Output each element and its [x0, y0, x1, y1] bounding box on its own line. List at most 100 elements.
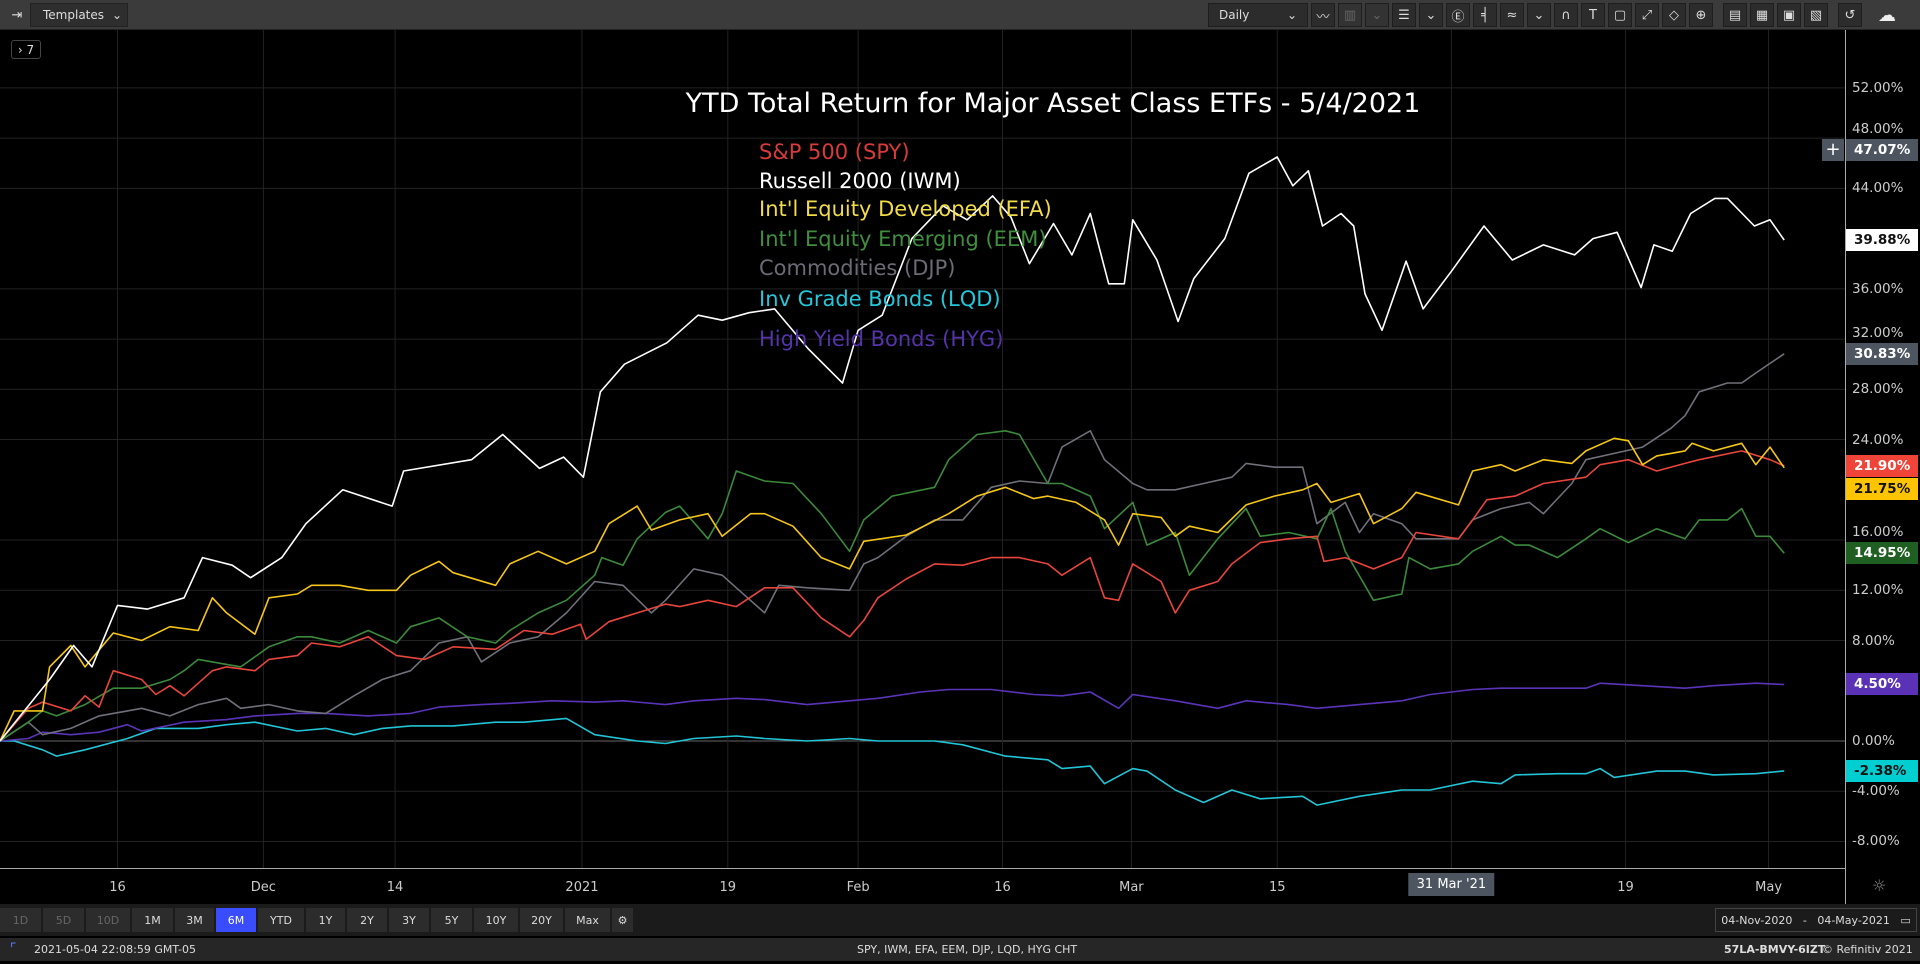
status-bar: ⌜ 2021-05-04 22:08:59 GMT-05 SPY, IWM, E…: [0, 938, 1920, 961]
x-tick-label: May: [1755, 880, 1783, 895]
series-line-eem: [0, 429, 1785, 742]
text-icon[interactable]: T: [1581, 3, 1605, 27]
chart-plot[interactable]: [0, 30, 1920, 868]
range-button-ytd[interactable]: YTD: [258, 908, 305, 932]
magnet-icon[interactable]: ∩: [1554, 3, 1578, 27]
last-value-tag: 39.88%: [1846, 229, 1918, 252]
series-line-lqd: [0, 717, 1785, 806]
chart-tools: Daily ⌄ 〰 ▥ ⌄ ☰ ⌄ Ⓔ ╡ ≈ ⌄ ∩ T ▢ ⤢ ◇ ⊕ ▤ ▦…: [1208, 3, 1909, 27]
event-icon[interactable]: Ⓔ: [1446, 3, 1470, 27]
y-tick-label: 12.00%: [1852, 582, 1904, 599]
interval-dropdown[interactable]: Daily ⌄: [1208, 3, 1308, 27]
templates-label: Templates: [43, 8, 105, 22]
range-bar: 1D 5D 10D 1M 3M 6M YTD 1Y 2Y 3Y 5Y 10Y 20Y Max ⚙ 04-N…: [0, 904, 1920, 936]
date-from: 04-Nov-2020: [1721, 913, 1793, 927]
zoom-in-icon[interactable]: ⊕: [1689, 3, 1713, 27]
crosshair-plus-icon[interactable]: +: [1822, 138, 1844, 161]
chart-title: YTD Total Return for Major Asset Class E…: [685, 88, 1421, 119]
x-tick-label: 16: [109, 880, 126, 895]
chevron-down-icon: ⌄: [1286, 8, 1297, 22]
studies-icon[interactable]: ≈: [1500, 3, 1524, 27]
chevron-down-icon[interactable]: ⌄: [1365, 3, 1389, 27]
x-tick-label: 14: [386, 880, 404, 895]
y-tick-label: -4.00%: [1852, 783, 1900, 800]
last-value-tag: 4.50%: [1846, 673, 1918, 696]
y-tick-label: 8.00%: [1852, 632, 1895, 649]
crosshair-value-tag: 47.07%: [1846, 138, 1918, 161]
chevron-down-icon[interactable]: ⌄: [1527, 3, 1551, 27]
line-chart-icon[interactable]: 〰: [1311, 3, 1335, 27]
x-tick-label: 19: [719, 880, 737, 895]
range-button-max[interactable]: Max: [565, 908, 611, 932]
table-icon[interactable]: ▦: [1750, 3, 1774, 27]
instruments: SPY, IWM, EFA, EEM, DJP, LQD, HYG CHT: [857, 943, 1078, 956]
interval-label: Daily: [1219, 8, 1250, 22]
y-tick-label: 48.00%: [1852, 120, 1904, 137]
news-icon[interactable]: ▣: [1777, 3, 1801, 27]
y-axis-line: [1845, 30, 1846, 904]
y-tick-label: 36.00%: [1852, 280, 1904, 297]
x-tick-label: 15: [1268, 880, 1286, 895]
last-value-tag: 21.75%: [1846, 477, 1918, 500]
range-button-10y[interactable]: 10Y: [474, 908, 519, 932]
undo-icon[interactable]: ↺: [1838, 3, 1862, 27]
chevron-down-icon: ⌄: [112, 8, 123, 22]
legend-item[interactable]: Int'l Equity Developed (EFA): [759, 197, 1052, 221]
legend-item[interactable]: S&P 500 (SPY): [759, 140, 910, 164]
panel-toggle-icon[interactable]: ⇥: [11, 7, 23, 23]
range-button-1d[interactable]: 1D: [0, 908, 42, 932]
range-button-20y[interactable]: 20Y: [520, 908, 564, 932]
range-button-1y[interactable]: 1Y: [306, 908, 346, 932]
legend-item[interactable]: High Yield Bonds (HYG): [759, 327, 1004, 351]
range-button-5d[interactable]: 5D: [43, 908, 85, 932]
range-button-10d[interactable]: 10D: [86, 908, 131, 932]
y-tick-label: 16.00%: [1852, 524, 1904, 541]
x-tick-label: 19: [1617, 880, 1634, 895]
y-tick-label: 28.00%: [1852, 381, 1904, 398]
legend-item[interactable]: Inv Grade Bonds (LQD): [759, 287, 1001, 311]
range-button-3m[interactable]: 3M: [175, 908, 215, 932]
last-value-tag: -2.38%: [1846, 759, 1918, 782]
last-value-tag: 30.83%: [1846, 342, 1918, 365]
chevron-down-icon[interactable]: ⌄: [1419, 3, 1443, 27]
legend-item[interactable]: Int'l Equity Emerging (EEM): [759, 227, 1047, 251]
x-tick-label: Dec: [250, 880, 276, 895]
legend-item[interactable]: Commodities (DJP): [759, 256, 956, 280]
top-toolbar: ⇥ Templates ⌄ Daily ⌄ 〰 ▥ ⌄ ☰ ⌄ Ⓔ ╡ ≈ ⌄ ∩ …: [0, 0, 1920, 30]
list-icon[interactable]: ☰: [1392, 3, 1416, 27]
copyright: © Refinitiv 2021: [1822, 943, 1913, 956]
series-line-hyg: [0, 682, 1785, 742]
y-tick-label: 52.00%: [1852, 79, 1904, 96]
bar-chart-icon[interactable]: ▥: [1338, 3, 1362, 27]
x-axis[interactable]: 16 Dec 14 2021 19 Feb 16 Mar 15 31 Mar '21 19 May: [0, 868, 1845, 904]
settings-icon[interactable]: ☼: [1872, 876, 1887, 895]
date-range-picker[interactable]: 04-Nov-2020 - 04-May-2021 ▭: [1715, 908, 1917, 932]
add-chart-icon[interactable]: ▤: [1723, 3, 1747, 27]
series-line-iwm: [0, 156, 1785, 742]
series-line-spy: [0, 450, 1785, 742]
divider: [1716, 3, 1720, 27]
collapsed-legend-toggle[interactable]: › 7: [11, 40, 41, 59]
range-button-1m[interactable]: 1M: [132, 908, 174, 932]
chart-settings-icon[interactable]: ▧: [1804, 3, 1828, 27]
x-tick-label: Mar: [1119, 880, 1144, 895]
x-tick-label: 2021: [565, 880, 599, 895]
range-button-5y[interactable]: 5Y: [431, 908, 473, 932]
x-tick-label: 16: [994, 880, 1011, 895]
range-button-3y[interactable]: 3Y: [389, 908, 430, 932]
series-line-djp: [0, 353, 1785, 742]
templates-dropdown[interactable]: Templates ⌄: [30, 3, 128, 27]
resize-icon[interactable]: ⤢: [1635, 3, 1659, 27]
crosshair-icon[interactable]: ╡: [1473, 3, 1497, 27]
app-logo-icon: ☁: [1878, 4, 1896, 26]
date-separator: -: [1802, 913, 1807, 927]
session-code: 57LA-BMVY-6IZT: [1724, 943, 1826, 956]
last-value-tag: 21.90%: [1846, 454, 1918, 477]
legend-item[interactable]: Russell 2000 (IWM): [759, 169, 961, 193]
refinitiv-icon: ⌜: [10, 941, 17, 957]
polygon-icon[interactable]: ◇: [1662, 3, 1686, 27]
rectangle-icon[interactable]: ▢: [1608, 3, 1632, 27]
range-settings-icon[interactable]: ⚙: [612, 908, 634, 932]
range-button-2y[interactable]: 2Y: [347, 908, 388, 932]
range-button-6m[interactable]: 6M: [216, 908, 257, 932]
